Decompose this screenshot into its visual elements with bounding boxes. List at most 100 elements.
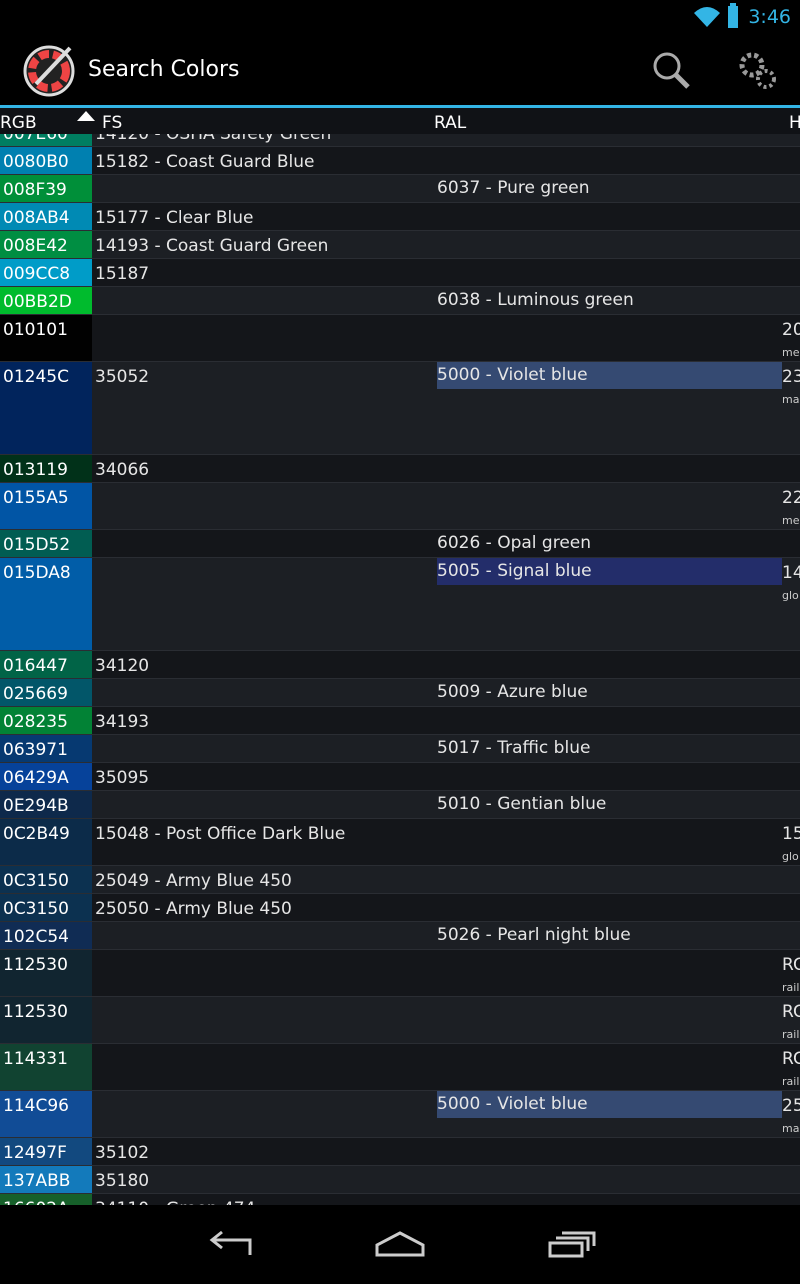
recents-button[interactable] xyxy=(548,1231,596,1258)
table-row[interactable]: 013119 34066 xyxy=(0,455,800,483)
rgb-cell: 0E294B xyxy=(3,796,69,816)
h-cell: 25 xyxy=(782,1096,800,1116)
ral-cell: 5000 - Violet blue xyxy=(437,362,782,389)
table-row[interactable]: 102C54 5026 - Pearl night blue xyxy=(0,922,800,950)
sort-arrow xyxy=(77,111,95,121)
color-swatch xyxy=(0,651,92,678)
h-sub: rail xyxy=(782,981,800,994)
color-swatch xyxy=(0,483,92,529)
h-sub: ma xyxy=(782,393,800,406)
color-swatch xyxy=(0,997,92,1043)
clock: 3:46 xyxy=(748,6,791,28)
table-row[interactable]: 12497F 35102 xyxy=(0,1138,800,1166)
fs-cell: 35095 xyxy=(95,768,150,788)
table-row[interactable]: 137ABB 35180 xyxy=(0,1166,800,1194)
h-cell: 20 xyxy=(782,320,800,340)
rgb-cell: 112530 xyxy=(3,1002,68,1022)
h-sub: rail xyxy=(782,1075,800,1088)
color-swatch xyxy=(0,1091,92,1137)
color-swatch xyxy=(0,455,92,482)
rgb-cell: 102C54 xyxy=(3,927,69,947)
action-bar: Search Colors xyxy=(0,33,800,108)
fs-cell: 25049 - Army Blue 450 xyxy=(95,871,292,891)
color-swatch xyxy=(0,707,92,734)
rgb-cell: 12497F xyxy=(3,1143,67,1163)
status-bar: 3:46 xyxy=(0,0,800,33)
table-row[interactable]: 016447 34120 xyxy=(0,651,800,679)
table-row[interactable]: 025669 5009 - Azure blue xyxy=(0,679,800,707)
table-row[interactable]: 0C2B49 15048 - Post Office Dark Blue 15 glo xyxy=(0,819,800,866)
header-cell[interactable]: RAL xyxy=(434,113,467,133)
table-row[interactable]: 063971 5017 - Traffic blue xyxy=(0,735,800,763)
home-button[interactable] xyxy=(375,1231,425,1257)
rgb-cell: 137ABB xyxy=(3,1171,71,1191)
table-row[interactable]: 06429A 35095 xyxy=(0,763,800,791)
rgb-cell: 0155A5 xyxy=(3,488,69,508)
table-row[interactable]: 114331 RC rail xyxy=(0,1044,800,1091)
fs-cell: 34066 xyxy=(95,460,150,480)
back-button[interactable] xyxy=(209,1230,252,1255)
settings-button[interactable] xyxy=(738,51,778,91)
rgb-cell: 025669 xyxy=(3,684,68,704)
fs-cell: 15182 - Coast Guard Blue xyxy=(95,152,315,172)
rgb-cell: 00BB2D xyxy=(3,292,72,312)
ral-cell: 5026 - Pearl night blue xyxy=(437,925,631,945)
table-row[interactable]: 112530 RC rail xyxy=(0,950,800,997)
ral-cell: 6026 - Opal green xyxy=(437,533,592,553)
fs-cell: 25050 - Army Blue 450 xyxy=(95,899,292,919)
h-sub: me xyxy=(782,346,800,359)
table-row[interactable]: 0C3150 25049 - Army Blue 450 xyxy=(0,866,800,894)
ral-cell: 6038 - Luminous green xyxy=(437,290,634,310)
header-cell[interactable]: FS xyxy=(102,113,123,133)
table-row[interactable]: 008E42 14193 - Coast Guard Green xyxy=(0,231,800,259)
color-swatch xyxy=(0,894,92,921)
table-row[interactable]: 112530 RC rail xyxy=(0,997,800,1044)
table-row[interactable]: 01245C 35052 5000 - Violet blue 23 ma xyxy=(0,362,800,455)
color-swatch xyxy=(0,735,92,762)
table-row[interactable]: 114C96 5000 - Violet blue 25 ma xyxy=(0,1091,800,1138)
search-button[interactable] xyxy=(652,51,692,91)
fs-cell: 34193 xyxy=(95,712,150,732)
color-swatch xyxy=(0,950,92,996)
rgb-cell: 01245C xyxy=(3,367,69,387)
h-cell: RC xyxy=(782,955,800,975)
header-cell[interactable]: H xyxy=(789,113,800,133)
color-swatch xyxy=(0,922,92,949)
header-cell[interactable]: RGB xyxy=(0,113,37,133)
table-row[interactable]: 0C3150 25050 - Army Blue 450 xyxy=(0,894,800,922)
color-swatch xyxy=(0,791,92,818)
fs-cell: 15177 - Clear Blue xyxy=(95,208,254,228)
table-row[interactable]: 0080B0 15182 - Coast Guard Blue xyxy=(0,147,800,175)
table-row[interactable]: 008AB4 15177 - Clear Blue xyxy=(0,203,800,231)
h-cell: 14 xyxy=(782,563,800,583)
rgb-cell: 16602A xyxy=(3,1199,69,1205)
table-row[interactable]: 0155A5 22 me xyxy=(0,483,800,530)
color-swatch xyxy=(0,530,92,557)
table-row[interactable]: 010101 20 me xyxy=(0,315,800,362)
fs-cell: 15187 xyxy=(95,264,150,284)
table-row[interactable]: 0E294B 5010 - Gentian blue xyxy=(0,791,800,819)
h-sub: me xyxy=(782,514,800,527)
color-swatch xyxy=(0,1138,92,1165)
color-swatch xyxy=(0,679,92,706)
ral-cell: 6037 - Pure green xyxy=(437,178,590,198)
fs-cell: 34120 xyxy=(95,656,150,676)
h-cell: RC xyxy=(782,1049,800,1069)
h-sub: glo xyxy=(782,589,799,602)
rgb-cell: 008E42 xyxy=(3,236,68,256)
table-row[interactable]: 015DA8 5005 - Signal blue 14 glo xyxy=(0,558,800,651)
table-row[interactable]: 009CC8 15187 xyxy=(0,259,800,287)
color-swatch xyxy=(0,147,92,174)
table-row[interactable]: 028235 34193 xyxy=(0,707,800,735)
color-swatch xyxy=(0,1044,92,1090)
color-swatch xyxy=(0,175,92,202)
rgb-cell: 0C3150 xyxy=(3,871,69,891)
rgb-cell: 008F39 xyxy=(3,180,67,200)
table-row[interactable]: 16602A 34110 - Green 474 xyxy=(0,1194,800,1205)
app-icon[interactable] xyxy=(22,44,76,98)
table-row[interactable]: 008F39 6037 - Pure green xyxy=(0,175,800,203)
rgb-cell: 016447 xyxy=(3,656,68,676)
table-row[interactable]: 00BB2D 6038 - Luminous green xyxy=(0,287,800,315)
table-header: RGB FS RAL H xyxy=(0,108,800,134)
table-row[interactable]: 015D52 6026 - Opal green xyxy=(0,530,800,558)
